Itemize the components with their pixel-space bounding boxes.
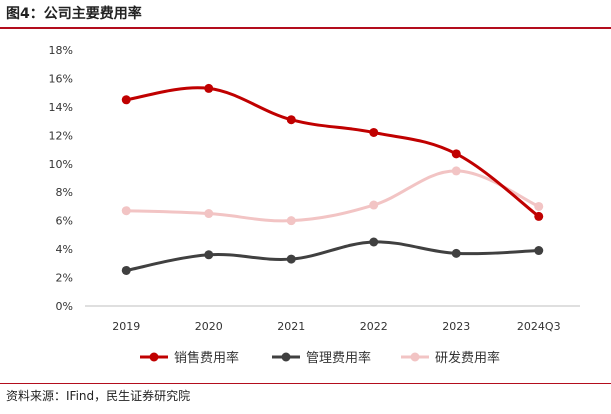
legend: 销售费用率 管理费用率 研发费用率 bbox=[140, 350, 500, 366]
data-point bbox=[369, 237, 379, 247]
legend-swatch-marker bbox=[410, 352, 420, 362]
data-point bbox=[121, 206, 131, 216]
legend-label: 销售费用率 bbox=[174, 350, 239, 366]
y-tick-label: 8% bbox=[56, 186, 73, 199]
legend-label: 研发费用率 bbox=[435, 350, 500, 366]
y-tick-label: 6% bbox=[56, 215, 73, 228]
data-point bbox=[204, 250, 214, 260]
y-tick-label: 0% bbox=[56, 300, 73, 313]
x-tick-label: 2023 bbox=[442, 320, 470, 333]
legend-swatch-marker bbox=[281, 352, 291, 362]
x-tick-label: 2024Q3 bbox=[517, 320, 561, 333]
data-point bbox=[534, 211, 544, 221]
y-tick-label: 14% bbox=[49, 101, 73, 114]
series-line bbox=[124, 240, 541, 272]
data-point bbox=[451, 166, 461, 176]
data-point bbox=[534, 246, 544, 256]
footer-divider bbox=[0, 383, 611, 384]
data-point bbox=[121, 95, 131, 105]
y-tick-label: 2% bbox=[56, 272, 73, 285]
x-tick-label: 2022 bbox=[360, 320, 388, 333]
data-point bbox=[369, 127, 379, 137]
y-tick-label: 16% bbox=[49, 72, 73, 85]
y-axis: 0% 2% 4% 6% 8% 10% 12% 14% 16% 18% bbox=[49, 44, 73, 313]
y-tick-label: 12% bbox=[49, 129, 73, 142]
series-line bbox=[124, 169, 541, 223]
data-point bbox=[286, 115, 296, 125]
data-point bbox=[204, 83, 214, 93]
source-note: 资料来源：IFind，民生证券研究院 bbox=[6, 389, 191, 403]
x-tick-label: 2021 bbox=[277, 320, 305, 333]
chart-title: 图4：公司主要费用率 bbox=[6, 6, 142, 22]
data-point bbox=[451, 149, 461, 159]
series-line bbox=[124, 86, 541, 218]
x-tick-label: 2020 bbox=[195, 320, 223, 333]
x-axis: 2019 2020 2021 2022 2023 2024Q3 bbox=[85, 305, 580, 333]
y-tick-label: 10% bbox=[49, 158, 73, 171]
data-point bbox=[286, 254, 296, 264]
y-tick-label: 18% bbox=[49, 44, 73, 57]
x-tick-label: 2019 bbox=[112, 320, 140, 333]
data-point bbox=[286, 216, 296, 226]
legend-label: 管理费用率 bbox=[306, 350, 371, 366]
data-point bbox=[121, 265, 131, 275]
y-tick-label: 4% bbox=[56, 243, 73, 256]
data-point bbox=[369, 200, 379, 210]
title-divider bbox=[0, 27, 611, 29]
data-point bbox=[204, 209, 214, 219]
data-point bbox=[451, 248, 461, 258]
legend-swatch-marker bbox=[149, 352, 159, 362]
data-point bbox=[534, 201, 544, 211]
series-group bbox=[121, 83, 544, 275]
